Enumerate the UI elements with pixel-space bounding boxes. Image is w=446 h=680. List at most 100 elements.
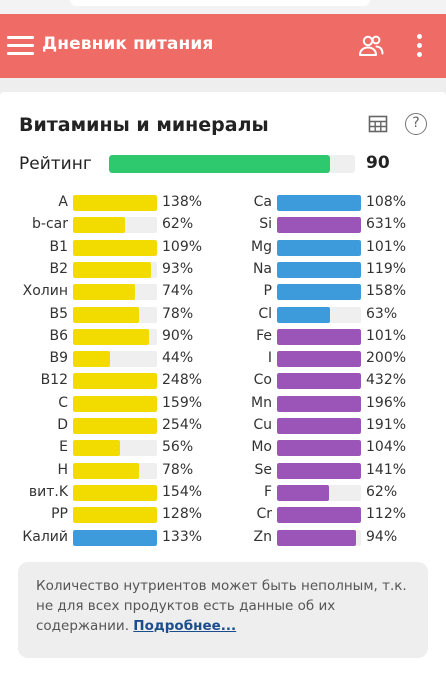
nutrient-bar xyxy=(277,462,361,479)
nutrient-bar-fill xyxy=(277,261,361,278)
nutrient-bar-fill xyxy=(277,529,356,546)
nutrient-name: B9 xyxy=(49,350,68,367)
nutrient-bar xyxy=(73,484,157,501)
nutrient-bar xyxy=(277,440,361,457)
nutrient-bar xyxy=(277,373,361,390)
nutrient-bar-fill xyxy=(73,418,157,434)
nutrient-percent: 74% xyxy=(162,283,194,300)
nutrient-bar-fill xyxy=(277,239,361,256)
nutrient-bar xyxy=(277,217,361,234)
nutrient-percent: 63% xyxy=(366,305,398,322)
more-vert-icon[interactable] xyxy=(414,32,424,60)
rating-bar-fill xyxy=(109,155,331,173)
rating-bar xyxy=(109,155,355,173)
nutrient-percent: 133% xyxy=(162,528,203,545)
nutrient-name: Zn xyxy=(253,528,272,545)
nutrient-bar xyxy=(73,328,157,345)
hamburger-icon[interactable] xyxy=(7,36,34,56)
nutrient-name: B5 xyxy=(49,305,68,322)
nutrient-bar-fill xyxy=(73,328,149,345)
nutrient-percent: 78% xyxy=(162,305,194,322)
nutrient-bar xyxy=(277,239,361,256)
nutrient-bar xyxy=(277,195,361,211)
nutrient-bar-fill xyxy=(277,418,361,434)
nutrient-name: Mn xyxy=(251,394,272,411)
nutrient-name: Si xyxy=(259,216,272,233)
status-strip xyxy=(0,0,446,14)
nutrient-bar-fill xyxy=(73,284,136,301)
nutrient-bar xyxy=(73,418,157,434)
nutrient-bar xyxy=(73,462,157,479)
nutrient-percent: 78% xyxy=(162,461,194,478)
nutrient-bar-fill xyxy=(277,284,361,301)
nutrient-bar xyxy=(277,284,361,301)
nutrient-bar-fill xyxy=(73,195,157,211)
nutrient-bar-fill xyxy=(73,462,139,479)
nutrient-name: B6 xyxy=(49,327,68,344)
info-note: Количество нутриентов может быть неполны… xyxy=(18,562,428,658)
rating-value: 90 xyxy=(366,153,390,173)
nutrient-bar-fill xyxy=(73,239,157,256)
nutrient-bar-fill xyxy=(73,261,152,278)
nutrient-percent: 93% xyxy=(162,260,194,277)
nutrient-bar-fill xyxy=(277,195,361,211)
nutrient-bar xyxy=(73,195,157,211)
nutrient-bar-fill xyxy=(73,440,121,457)
nutrient-bar-fill xyxy=(73,373,157,390)
nutrient-name: A xyxy=(58,194,68,210)
help-icon[interactable]: ? xyxy=(405,113,427,135)
nutrient-bar-fill xyxy=(277,217,361,234)
app-title: Дневник питания xyxy=(42,34,214,54)
nutrient-bar xyxy=(73,373,157,390)
nutrient-name: Se xyxy=(254,461,273,478)
nutrient-percent: 248% xyxy=(162,372,203,389)
rating-label: Рейтинг xyxy=(19,154,92,174)
app-bar: Дневник питания xyxy=(0,14,446,78)
nutrient-bar xyxy=(73,395,157,412)
nutrient-name: E xyxy=(59,439,68,456)
nutrient-percent: 90% xyxy=(162,327,194,344)
nutrient-percent: 101% xyxy=(366,327,407,344)
nutrient-percent: 200% xyxy=(366,350,407,367)
users-icon[interactable] xyxy=(357,32,385,60)
nutrient-bar-fill xyxy=(277,395,361,412)
nutrient-name: Fe xyxy=(256,327,272,344)
nutrient-bar xyxy=(73,351,157,368)
nutrient-bar xyxy=(277,328,361,345)
nutrient-percent: 631% xyxy=(366,216,407,233)
nutrient-bar-fill xyxy=(73,529,157,546)
nutrient-name: I xyxy=(267,350,272,367)
nutrient-percent: 62% xyxy=(162,216,194,233)
nutrient-bar xyxy=(277,395,361,412)
nutrient-bar xyxy=(73,239,157,256)
nutrient-name: B12 xyxy=(40,372,68,389)
nutrients-card: Витамины и минералы ? Рейтинг 90 A 138% b-… xyxy=(0,92,446,680)
nutrient-bar xyxy=(73,440,157,457)
nutrient-bar xyxy=(73,217,157,234)
nutrient-name: D xyxy=(57,417,68,433)
nutrient-percent: 432% xyxy=(366,372,407,389)
nutrient-bar-fill xyxy=(73,351,110,368)
nutrient-bar xyxy=(73,529,157,546)
nutrient-bar-fill xyxy=(277,306,330,323)
nutrient-bar-fill xyxy=(73,507,157,524)
nutrient-bar xyxy=(73,507,157,524)
nutrient-name: H xyxy=(57,461,68,478)
note-text: Количество нутриентов может быть неполны… xyxy=(36,578,407,634)
nutrient-percent: 159% xyxy=(162,394,203,411)
more-link[interactable]: Подробнее... xyxy=(133,618,237,634)
nutrient-name: B2 xyxy=(49,260,68,277)
nutrient-percent: 154% xyxy=(162,483,203,500)
nutrient-bar xyxy=(73,306,157,323)
nutrient-percent: 62% xyxy=(366,483,398,500)
nutrient-name: F xyxy=(263,483,272,500)
nutrient-name: Холин xyxy=(22,283,68,300)
table-icon[interactable] xyxy=(368,114,388,134)
nutrient-bar xyxy=(277,351,361,368)
nutrient-percent: 94% xyxy=(366,528,398,545)
nutrient-bar-fill xyxy=(277,351,361,368)
nutrient-name: B1 xyxy=(49,238,68,255)
nutrient-bar xyxy=(277,306,361,323)
nutrient-percent: 128% xyxy=(162,506,203,523)
nutrient-percent: 104% xyxy=(366,439,407,456)
